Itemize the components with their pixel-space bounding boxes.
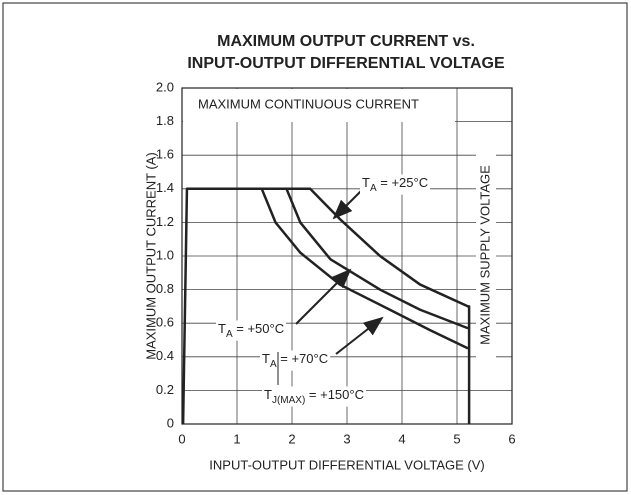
x-tick-label: 3 [343,431,350,446]
y-tick-label: 0.2 [156,382,174,397]
y-tick-label: 1.0 [156,247,174,262]
curve [181,187,471,425]
plot-border [181,87,513,425]
x-tick-label: 0 [178,431,185,446]
label-background [262,386,366,407]
y-tick-label: 0 [167,415,174,430]
y-tick-label: 2.0 [156,79,174,94]
x-tick-label: 4 [398,431,405,446]
label-background [216,320,287,341]
x-tick-label: 1 [233,431,240,446]
y-tick-label: 1.2 [156,214,174,229]
annotation: TA = +50°C [218,321,284,339]
annotation-arrow [335,316,384,355]
annotation-main: T [264,387,272,402]
annotation-arrow [295,268,352,325]
y-tick-label: 1.8 [156,113,174,128]
x-tick-label: 5 [453,431,460,446]
chart-title: MAXIMUM OUTPUT CURRENT vs. [217,33,475,50]
annotation-arrow [332,189,363,220]
y-tick-label: 0.4 [156,348,174,363]
annotation: TJ(MAX) = +150°C [264,387,364,405]
annotation-main: T [362,175,370,190]
annotation-rest: = +25°C [377,175,428,190]
label-background [476,150,496,360]
y-tick-label: 0.8 [156,281,174,296]
x-axis-label: INPUT-OUTPUT DIFFERENTIAL VOLTAGE (V) [209,457,484,472]
box-label: MAXIMUM CONTINUOUS CURRENT [198,96,419,111]
annotation-rest: = +70°C [277,351,328,366]
y-tick-label: 0.6 [156,315,174,330]
annotation-sub: J(MAX) [272,395,305,406]
y-tick-label: 1.6 [156,147,174,162]
annotation: TA = +70°C [262,351,328,369]
x-tick-label: 2 [288,431,295,446]
annotation-main: T [262,351,270,366]
y-axis-label: MAXIMUM OUTPUT CURRENT (A) [143,152,158,360]
annotation-sub: A [270,359,277,370]
annotation-sub: A [370,183,377,194]
annotation-main: T [218,321,226,336]
chart-title: INPUT-OUTPUT DIFFERENTIAL VOLTAGE [187,55,505,72]
x-tick-label: 6 [508,431,515,446]
side-label: MAXIMUM SUPPLY VOLTAGE [477,165,492,345]
annotation-rest: = +50°C [233,321,284,336]
curve [285,188,469,330]
label-background [360,174,431,195]
y-tick-label: 1.4 [156,180,174,195]
annotation-rest: = +150°C [305,387,364,402]
annotation-sub: A [226,329,233,340]
annotation: TA = +25°C [362,175,428,193]
label-background [183,89,455,122]
